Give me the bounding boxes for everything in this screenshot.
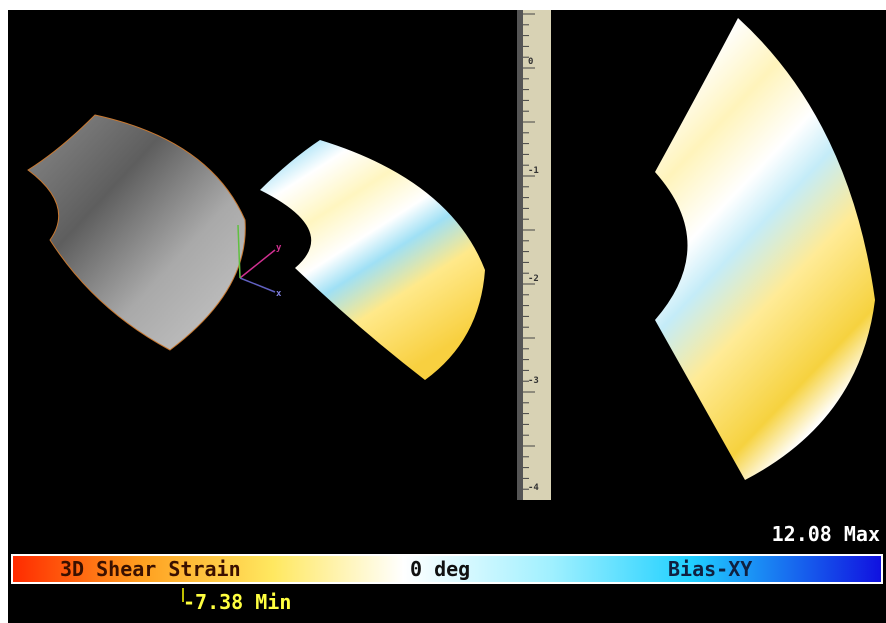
ruler-label: -2	[528, 274, 539, 284]
colorbar-mode: Bias-XY	[668, 557, 752, 581]
ruler-label: -4	[528, 483, 539, 493]
ruler-label: -3	[528, 376, 539, 386]
axis-label: x	[276, 289, 282, 299]
ruler-label: 0	[528, 57, 533, 67]
ruler-label: -1	[528, 166, 539, 176]
axis-label: y	[276, 243, 282, 253]
colorbar-title: 3D Shear Strain	[60, 557, 241, 581]
colorbar-center: 0 deg	[410, 557, 470, 581]
min-label: -7.38 Min	[183, 590, 291, 614]
ruler: 0 -1 -2 -3 -4	[517, 10, 551, 500]
viewer: y x 0 -1 -2 -3 -4 12.08 Max 3D Shear Str…	[0, 0, 886, 623]
max-label: 12.08 Max	[772, 522, 880, 546]
